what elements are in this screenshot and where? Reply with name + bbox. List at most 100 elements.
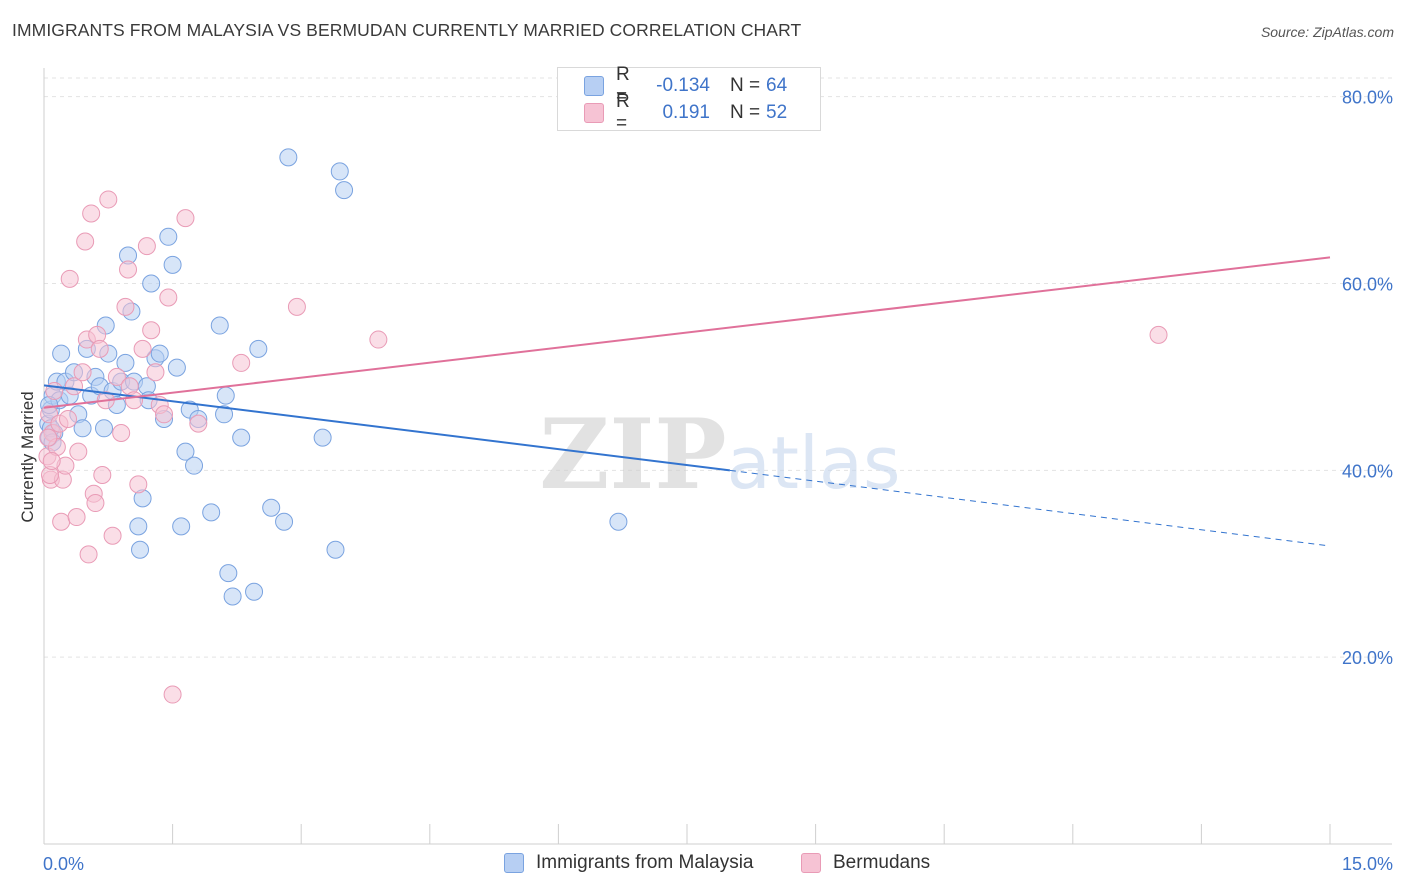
legend-swatch-blue [504, 853, 524, 873]
data-point-bermudans [369, 330, 388, 349]
data-point-malaysia [245, 582, 264, 601]
data-point-malaysia [116, 353, 135, 372]
data-point-malaysia [249, 339, 268, 358]
legend-r-value: -0.134 [656, 75, 710, 96]
legend-r-label: R = [616, 91, 630, 134]
data-point-malaysia [176, 442, 195, 461]
data-point-bermudans [119, 260, 138, 279]
data-point-bermudans [99, 190, 118, 209]
data-point-malaysia [202, 503, 221, 522]
data-point-bermudans [79, 545, 98, 564]
data-point-malaysia [159, 227, 178, 246]
data-point-malaysia [167, 358, 186, 377]
data-point-bermudans [125, 391, 144, 410]
data-point-bermudans [146, 363, 165, 382]
y-tick-label: 40.0% [1342, 461, 1393, 481]
data-point-bermudans [116, 297, 135, 316]
data-point-bermudans [59, 409, 78, 428]
data-point-malaysia [129, 517, 148, 536]
data-point-malaysia [335, 181, 354, 200]
legend-swatch-pink [584, 103, 604, 123]
data-point-malaysia [279, 148, 298, 167]
data-point-malaysia [131, 540, 150, 559]
data-point-bermudans [1149, 325, 1168, 344]
legend-r-value: 0.191 [662, 102, 710, 123]
data-point-bermudans [159, 288, 178, 307]
data-point-bermudans [42, 452, 61, 470]
data-point-bermudans [107, 367, 126, 386]
data-point-malaysia [142, 274, 161, 293]
data-point-bermudans [137, 237, 156, 256]
data-point-malaysia [216, 386, 235, 405]
trend-line-malaysia-extension [729, 469, 1331, 547]
legend-item-malaysia: Immigrants from Malaysia [504, 852, 754, 874]
data-point-bermudans [176, 209, 195, 228]
legend-row-malaysia: R = -0.134 N = 64 [584, 64, 788, 107]
data-point-malaysia [172, 517, 191, 536]
y-tick-label: 60.0% [1342, 275, 1393, 295]
x-tick-label: 15.0% [1342, 854, 1393, 874]
data-point-bermudans [103, 526, 122, 545]
legend-label-malaysia: Immigrants from Malaysia [536, 852, 754, 873]
legend-n-value: 52 [766, 102, 788, 123]
data-point-bermudans [67, 508, 86, 527]
data-point-bermudans [93, 466, 112, 485]
trend-line-malaysia [43, 384, 730, 472]
trend-lines [43, 256, 1331, 547]
legend-swatch-pink [801, 853, 821, 873]
y-tick-label: 80.0% [1342, 88, 1393, 108]
data-point-malaysia [163, 255, 182, 274]
data-point-bermudans [69, 442, 88, 461]
data-point-malaysia [73, 419, 92, 438]
data-point-bermudans [133, 339, 152, 358]
legend-n-value: 64 [766, 75, 788, 96]
data-point-malaysia [95, 419, 114, 438]
watermark: ZIPatlas [539, 398, 900, 511]
legend-r-label: R = [616, 64, 630, 107]
data-point-bermudans [163, 685, 182, 704]
data-point-malaysia [330, 162, 349, 181]
data-point-malaysia [185, 456, 204, 475]
data-point-malaysia [210, 316, 229, 335]
data-point-bermudans [112, 423, 131, 442]
data-point-bermudans [86, 494, 105, 513]
data-point-bermudans [39, 428, 58, 447]
data-point-bermudans [76, 232, 95, 251]
data-point-malaysia [232, 428, 251, 447]
data-point-bermudans [52, 512, 71, 531]
data-point-bermudans [82, 204, 101, 223]
data-point-malaysia [215, 405, 234, 424]
y-axis-label: Currently Married [18, 391, 37, 522]
legend-swatch-blue [584, 76, 604, 96]
data-point-malaysia [262, 498, 281, 517]
series-bermudans [38, 190, 1168, 704]
data-point-bermudans [73, 363, 92, 382]
data-point-malaysia [326, 540, 345, 559]
data-point-malaysia [313, 428, 332, 447]
trend-line-bermudans [43, 256, 1331, 409]
legend-item-bermudans: Bermudans [801, 852, 930, 874]
chart-title: IMMIGRANTS FROM MALAYSIA VS BERMUDAN CUR… [12, 20, 802, 40]
data-point-bermudans [90, 339, 109, 358]
correlation-legend: R = -0.134 N = 64 R = 0.191 N = 52 [557, 64, 821, 134]
series-immigrants-from-malaysia [39, 148, 628, 606]
data-point-bermudans [60, 269, 79, 288]
data-point-bermudans [232, 353, 251, 372]
data-point-malaysia [219, 564, 238, 583]
chart-source: Source: ZipAtlas.com [1260, 24, 1394, 40]
data-point-bermudans [129, 475, 148, 494]
x-tick-label: 0.0% [43, 854, 84, 874]
series-legend: Immigrants from Malaysia Bermudans [0, 852, 1406, 878]
data-point-malaysia [150, 344, 169, 363]
data-point-malaysia [223, 587, 242, 606]
legend-n-label: N = [730, 102, 761, 123]
data-point-bermudans [142, 321, 161, 340]
data-point-bermudans [155, 405, 174, 424]
data-point-bermudans [287, 297, 306, 316]
y-tick-label: 20.0% [1342, 648, 1393, 668]
legend-label-bermudans: Bermudans [833, 852, 931, 873]
legend-n-label: N = [730, 75, 761, 96]
tick-labels: 20.0% 40.0% 60.0% 80.0% 0.0% 15.0% [43, 88, 1393, 874]
legend-row-bermudans: R = 0.191 N = 52 [584, 91, 788, 134]
